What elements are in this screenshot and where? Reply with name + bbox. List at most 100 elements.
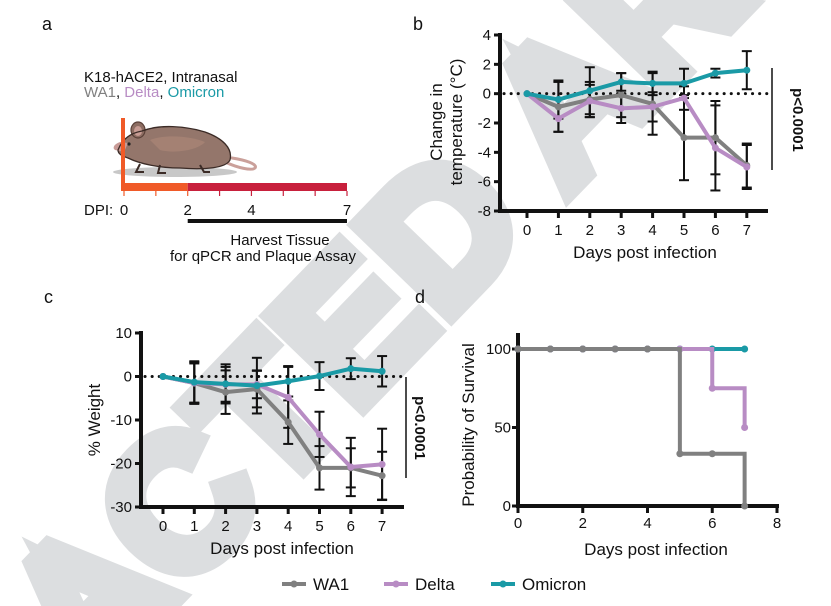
survival-point-wa1 [514, 345, 522, 353]
data-point-omicron [284, 377, 292, 385]
harvest-period-bar [187, 219, 347, 223]
x-tick-label: 1 [190, 518, 198, 535]
x-tick-label: 4 [284, 518, 292, 535]
survival-point-wa1 [644, 345, 651, 353]
x-tick-label: 7 [378, 518, 386, 535]
data-point-delta [711, 144, 719, 152]
data-point-delta [617, 104, 625, 112]
strain-omicron: Omicron [168, 84, 225, 101]
x-tick-label: 1 [554, 222, 562, 239]
y-axis-label-c: % Weight [85, 384, 104, 457]
timeline [121, 118, 348, 196]
x-tick-label: 6 [347, 518, 355, 535]
timeline-start-marker [121, 118, 125, 190]
data-point-wa1 [284, 418, 292, 426]
legend-item-wa1: WA1 [282, 575, 349, 594]
data-point-omicron [159, 373, 167, 380]
p-value-b: p<0.0001 [789, 88, 806, 152]
panel-c-weight-chart: c % Weight 10 0 -10 -20 -30 0 1 2 3 4 5 6 7 Days pos… [44, 287, 428, 558]
data-point-omicron [347, 365, 355, 373]
data-point-delta [378, 460, 386, 468]
x-tick-label: 2 [586, 222, 594, 239]
y-tick-label: 2 [483, 56, 491, 73]
x-axis-label-b: Days post infection [573, 243, 717, 262]
data-point-omicron [554, 96, 562, 104]
x-tick-label: 6 [708, 515, 716, 532]
legend-marker-delta [392, 580, 400, 588]
legend: WA1 Delta Omicron [282, 575, 586, 594]
data-point-wa1 [680, 134, 688, 142]
x-tick-label: 0 [159, 518, 167, 535]
legend-label-omicron: Omicron [522, 575, 586, 594]
panel-d-survival-chart: d Probability of Survival 100 50 00 2 4 6 8 Da… [415, 287, 781, 559]
survival-point-wa1 [708, 450, 716, 458]
survival-point-wa1 [546, 345, 554, 353]
survival-point-delta [708, 384, 716, 392]
survival-point-wa1 [741, 502, 749, 510]
y-axis-label-d: Probability of Survival [459, 343, 478, 506]
data-point-omicron [378, 367, 386, 375]
y-tick-label: 100 [486, 341, 511, 358]
y-axis-label-b-line2: temperature (°C) [447, 59, 466, 186]
data-point-omicron [586, 87, 594, 95]
timeline-label-day-7: 7 [343, 202, 351, 219]
x-tick-label: 5 [315, 518, 323, 535]
panel-b-temperature-chart: b Change in temperature (°C) 4 2 0 -2 -4 -6 -8… [413, 14, 806, 262]
data-point-wa1 [222, 388, 230, 396]
plot-area-b: 4 2 0 -2 -4 -6 -8 0 1 2 3 4 5 6 7 [478, 27, 770, 239]
y-tick-label: -2 [478, 115, 491, 132]
survival-point-wa1 [611, 345, 619, 353]
timeline-early-segment [121, 183, 188, 191]
strain-separator: , [159, 84, 167, 101]
data-point-delta [316, 430, 323, 438]
data-point-omicron [222, 380, 230, 388]
survival-curve-wa1 [518, 347, 747, 506]
data-point-omicron [649, 79, 657, 87]
harvest-text-line1: Harvest Tissue [230, 232, 329, 249]
timeline-label-day-4: 4 [247, 202, 255, 219]
y-tick-label: 0 [503, 498, 511, 515]
x-tick-label: 3 [617, 222, 625, 239]
data-point-omicron [523, 90, 531, 98]
legend-label-delta: Delta [415, 575, 455, 594]
data-point-wa1 [316, 464, 323, 472]
strain-list: WA1, Delta, Omicron [84, 84, 224, 101]
legend-marker-wa1 [290, 580, 298, 588]
y-tick-label: -6 [478, 174, 491, 191]
x-tick-label: 2 [579, 515, 587, 532]
x-tick-label: 5 [680, 222, 688, 239]
y-tick-label: 4 [483, 27, 491, 44]
survival-point-delta [741, 424, 749, 431]
harvest-text-line2: for qPCR and Plaque Assay [170, 248, 356, 265]
legend-marker-omicron [499, 580, 507, 588]
panel-label-b: b [413, 14, 423, 34]
data-point-delta [284, 393, 292, 401]
y-tick-label: -30 [110, 499, 132, 516]
data-point-delta [586, 97, 594, 105]
y-tick-label: 0 [124, 369, 132, 386]
series-line-omicron [161, 366, 385, 388]
data-point-omicron [253, 382, 261, 390]
y-tick-label: 0 [483, 86, 491, 103]
series-line-delta [525, 91, 749, 169]
x-tick-label: 7 [743, 222, 751, 239]
timeline-label-day-2: 2 [184, 202, 192, 219]
survival-point-wa1 [676, 450, 684, 458]
timeline-late-segment [187, 183, 347, 191]
y-axis-label-b-line1: Change in [427, 83, 446, 161]
timeline-label-day-0: 0 [120, 202, 128, 219]
legend-label-wa1: WA1 [313, 575, 349, 594]
y-tick-label: -8 [478, 203, 491, 220]
panel-label-c: c [44, 287, 53, 307]
plot-area-c: 10 0 -10 -20 -30 0 1 2 3 4 5 6 7 [110, 325, 406, 535]
y-tick-label: 10 [115, 325, 132, 342]
model-description: K18-hACE2, Intranasal [84, 69, 237, 86]
strain-delta: Delta [124, 84, 160, 101]
panel-a-schematic: a K18-hACE2, Intranasal WA1, Delta, Omic… [42, 14, 356, 265]
data-point-omicron [617, 78, 625, 86]
strain-wa1: WA1 [84, 84, 116, 101]
legend-item-delta: Delta [384, 575, 455, 594]
strain-separator: , [116, 84, 124, 101]
data-point-delta [743, 163, 751, 171]
